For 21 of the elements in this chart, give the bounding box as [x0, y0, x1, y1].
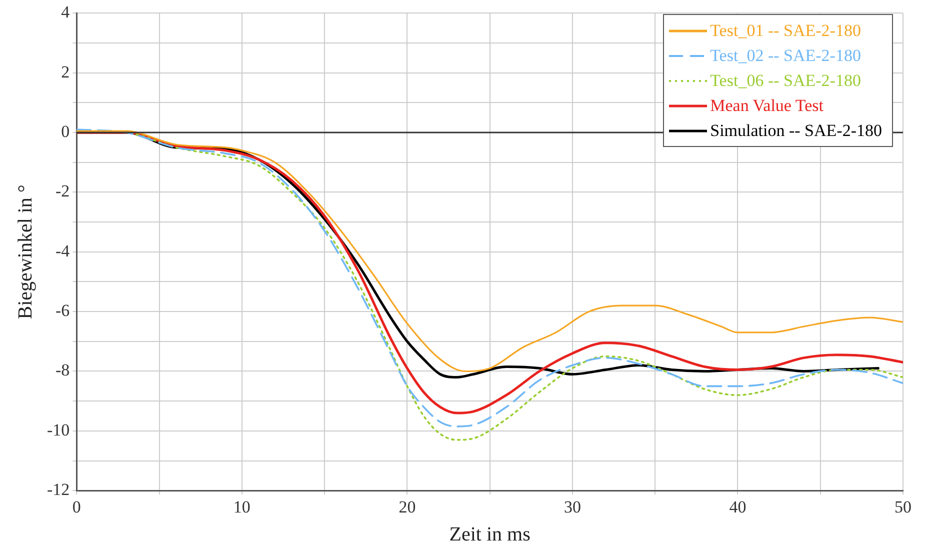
legend-label: Test_02 -- SAE-2-180 — [710, 45, 861, 67]
y-tick-label: -4 — [55, 241, 70, 260]
y-tick-label: 4 — [61, 2, 70, 22]
x-tick-label: 10 — [233, 497, 250, 516]
legend-label: Test_06 -- SAE-2-180 — [710, 70, 861, 92]
x-tick-label: 40 — [729, 497, 746, 516]
x-tick-label: 50 — [894, 497, 912, 516]
y-tick-label: -12 — [46, 480, 70, 500]
legend-label: Mean Value Test — [710, 95, 824, 117]
x-tick-label: 20 — [398, 497, 416, 516]
x-tick-label: 30 — [564, 497, 581, 516]
x-axis-title: Zeit in ms — [449, 523, 531, 546]
legend-label: Simulation -- SAE-2-180 — [710, 120, 882, 142]
y-tick-label: -8 — [55, 360, 70, 380]
y-tick-label: 2 — [61, 62, 70, 82]
y-axis-title: Biegewinkel in ° — [14, 184, 36, 320]
legend-label: Test_01 -- SAE-2-180 — [710, 20, 861, 42]
y-tick-label: -10 — [46, 420, 70, 440]
y-tick-label: 0 — [61, 122, 70, 142]
y-tick-label: -6 — [55, 301, 70, 320]
y-tick-label: -2 — [55, 182, 70, 201]
